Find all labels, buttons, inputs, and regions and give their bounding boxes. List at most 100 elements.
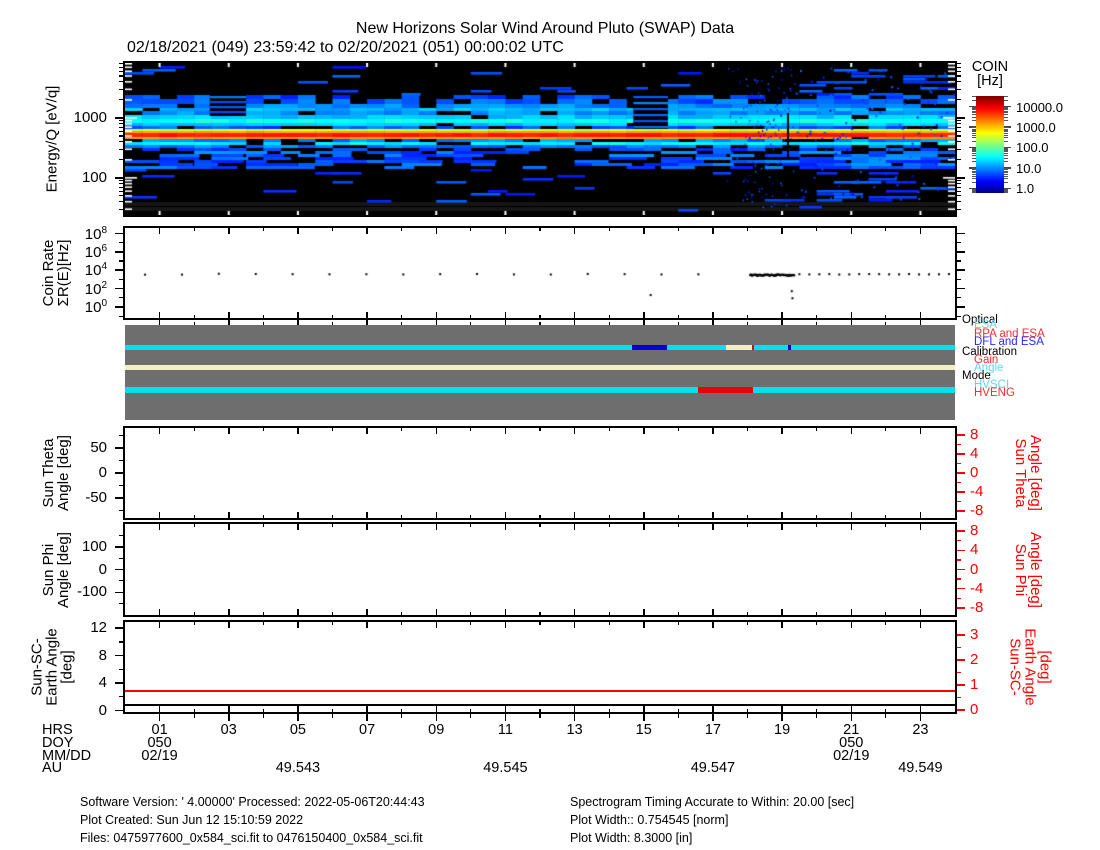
colorbar-tick (1004, 150, 1008, 152)
colorbar-tick (972, 150, 976, 152)
coin-rate-canvas (125, 228, 955, 318)
sun-theta-panel: 50 0 -50 8 4 0 -4 -8 (85, 426, 983, 520)
tick (957, 297, 961, 299)
time-tick (297, 524, 299, 530)
tick-label: 106 (84, 242, 107, 261)
tick-label: 1 (970, 676, 979, 693)
colorbar-tick (972, 171, 976, 173)
axis-title: Sun Theta Angle [deg] (40, 435, 72, 511)
status-segment-optical (787, 344, 791, 350)
tick (957, 126, 961, 128)
axis-title: [deg] Earth Angle Sun-SC- (1006, 628, 1054, 706)
colorbar-tick (972, 110, 976, 112)
colorbar-tick (1004, 192, 1008, 194)
tick (115, 269, 123, 271)
time-tick (366, 524, 368, 530)
tick (957, 260, 961, 262)
colorbar-tick (1004, 153, 1008, 155)
tick (957, 481, 961, 484)
footer-text: Plot Created: Sun Jun 12 15:10:59 2022 (80, 813, 304, 827)
axis-title: Angle [deg] Sun Theta (1012, 435, 1044, 511)
axis-title-line: Angle [deg] (1027, 435, 1044, 511)
colorbar-tick (1004, 131, 1008, 133)
reference-line (125, 689, 955, 692)
time-tick (919, 524, 922, 530)
tick (957, 278, 961, 281)
time-tick (366, 714, 368, 721)
tick (119, 201, 123, 203)
colorbar-tick (1004, 190, 1008, 192)
time-tick (885, 709, 887, 712)
tick (957, 659, 965, 661)
colorbar-tick (1004, 107, 1008, 109)
colorbar-tick (972, 190, 976, 192)
tick (119, 159, 123, 161)
axis-title-line: Sun-SC- (1006, 638, 1024, 696)
legend-item: RPA and ESA (974, 328, 1045, 340)
time-tick (573, 706, 576, 712)
colorbar-tick (1004, 148, 1008, 150)
status-segment-optical (751, 344, 755, 350)
time-tick (643, 714, 645, 721)
colorbar-tick (1004, 178, 1008, 180)
time-tick (470, 315, 472, 318)
tick-label: 4 (970, 541, 979, 559)
tick (119, 534, 123, 536)
tick (957, 434, 965, 436)
axis-row-value: 01 (151, 722, 168, 738)
spectrogram-panel: 100 1000 (74, 61, 965, 217)
tick (957, 148, 961, 150)
axis-row-value: 050 (839, 735, 864, 751)
colorbar-tick (972, 168, 976, 170)
time-tick (643, 512, 645, 518)
time-tick (781, 320, 783, 325)
tick-label: -100 (76, 583, 107, 601)
time-tick (539, 228, 541, 231)
colorbar-tick (969, 187, 976, 190)
time-tick (712, 714, 714, 721)
tick (957, 179, 961, 182)
axis-row-value: 050 (147, 735, 172, 751)
tick (115, 306, 123, 308)
axis-title: Energy/Q [eV/q] (44, 86, 61, 193)
tick (957, 597, 961, 599)
colorbar-tick (1004, 129, 1008, 131)
time-tick (850, 714, 852, 721)
time-tick (919, 312, 922, 318)
time-tick (643, 320, 645, 325)
time-tick (919, 609, 922, 615)
time-tick (228, 622, 230, 628)
time-tick (885, 228, 887, 231)
time-tick (193, 322, 195, 325)
time-tick (193, 315, 195, 318)
time-tick (850, 512, 852, 518)
time-tick (712, 512, 714, 518)
colorbar-tick (972, 181, 976, 183)
colorbar-tick (972, 116, 976, 118)
tick (115, 709, 123, 712)
footer-text: Spectrogram Timing Accurate to Within: 2… (570, 795, 855, 809)
colorbar-tick (1004, 96, 1008, 98)
time-tick (677, 228, 679, 231)
colorbar-tick (972, 157, 976, 159)
time-tick (746, 315, 749, 318)
time-tick (746, 322, 749, 325)
time-tick (712, 312, 714, 318)
footer-text: Plot Width:: 0.754545 [norm] (570, 813, 729, 827)
time-tick (781, 524, 783, 530)
time-tick (331, 315, 334, 318)
axis-title-line: Sun Theta (40, 438, 57, 508)
tick-label: 4 (970, 445, 979, 463)
time-tick (193, 428, 195, 431)
tick (957, 646, 961, 649)
time-tick (816, 428, 818, 431)
axis-row-value: 17 (704, 722, 721, 738)
time-tick (401, 612, 403, 615)
time-tick (470, 428, 472, 431)
axis-title: Sun Phi Angle [deg] (40, 532, 72, 608)
axis-title-line: ΣR(E)[Hz] (55, 239, 72, 307)
tick (957, 117, 965, 119)
tick (957, 559, 961, 561)
colorbar-tick (1004, 167, 1011, 169)
